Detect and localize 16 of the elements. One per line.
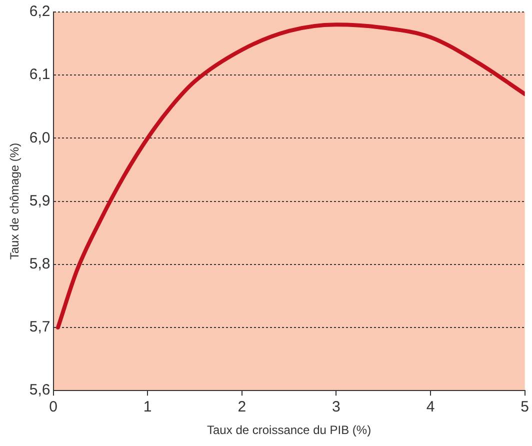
x-tick-label: 3 <box>332 398 340 416</box>
y-axis-title: Taux de chômage (%) <box>8 142 22 260</box>
y-tick-label: 5,6 <box>29 382 50 399</box>
y-tick-label: 5,7 <box>29 318 50 336</box>
y-tick-label: 5,8 <box>29 256 50 273</box>
y-tick-label: 6,1 <box>29 66 50 84</box>
x-axis-title: Taux de croissance du PIB (%) <box>207 423 372 438</box>
x-tick-label: 2 <box>238 398 246 416</box>
y-tick-label: 6,2 <box>29 3 50 20</box>
y-tick-label: 5,9 <box>29 192 50 210</box>
x-tick-label: 0 <box>49 398 58 416</box>
x-tick-label: 5 <box>520 398 529 416</box>
line-series <box>56 22 525 330</box>
x-tick-label: 4 <box>426 398 435 416</box>
x-tick-label: 1 <box>143 398 152 416</box>
y-tick-label: 6,0 <box>29 129 50 146</box>
